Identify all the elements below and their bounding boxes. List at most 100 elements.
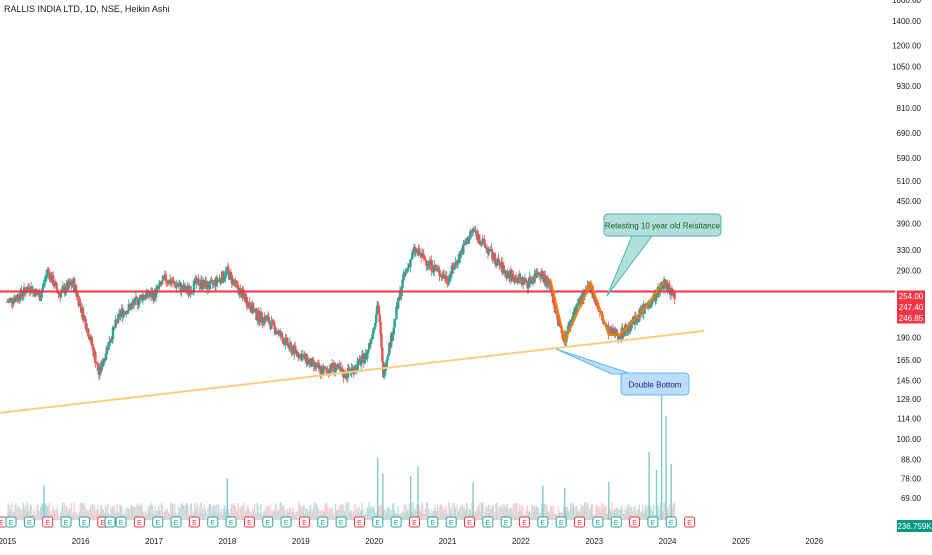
earnings-marker[interactable] [408, 516, 420, 528]
volume-bar [560, 512, 562, 520]
x-tick-label: 2019 [292, 537, 310, 546]
volume-bar [644, 504, 647, 520]
earnings-marker[interactable] [427, 516, 439, 528]
volume-bar [649, 505, 651, 520]
earnings-marker[interactable] [104, 516, 116, 528]
volume-bar [529, 513, 531, 520]
volume-bar [94, 515, 96, 520]
volume-bar [550, 506, 552, 520]
earnings-marker[interactable] [647, 516, 659, 528]
earnings-marker[interactable] [152, 516, 164, 528]
earnings-marker[interactable] [262, 516, 274, 528]
candle-body [462, 243, 465, 254]
candle-body [497, 258, 500, 263]
earnings-marker[interactable] [317, 516, 329, 528]
candle-body [192, 280, 196, 292]
volume-bar [598, 506, 601, 520]
volume-bar [137, 504, 140, 520]
callout-double-bottom[interactable]: Double Bottom [555, 348, 690, 396]
earnings-marker[interactable] [78, 516, 90, 528]
earnings-marker[interactable] [207, 516, 219, 528]
volume-bar [349, 513, 352, 520]
earnings-marker[interactable] [170, 516, 182, 528]
candle-body [242, 294, 246, 297]
candle-body [53, 281, 57, 286]
candle-body [258, 321, 262, 323]
earnings-marker[interactable] [133, 516, 145, 528]
x-tick-label: 2016 [72, 537, 90, 546]
earnings-marker[interactable] [574, 516, 586, 528]
volume-bar [231, 502, 233, 520]
earnings-marker[interactable] [243, 516, 255, 528]
earnings-marker[interactable] [188, 516, 200, 528]
volume-bar [322, 511, 324, 520]
volume-bar [367, 509, 369, 520]
volume-bar [430, 508, 433, 520]
earnings-marker[interactable] [610, 516, 622, 528]
volume-bar [212, 506, 214, 520]
volume-bar [468, 509, 471, 520]
earnings-marker[interactable] [464, 516, 476, 528]
volume-bar [299, 504, 302, 520]
volume-bar [534, 510, 537, 520]
candle-body [169, 282, 173, 285]
earnings-marker[interactable] [665, 516, 677, 528]
volume-bar [58, 515, 60, 520]
earnings-marker[interactable] [555, 516, 567, 528]
candle-body [38, 292, 42, 301]
volume-bar [628, 505, 631, 520]
volume-bar [463, 506, 465, 520]
volume-bar [461, 504, 464, 520]
earnings-marker[interactable] [115, 516, 127, 528]
earnings-marker[interactable] [592, 516, 604, 528]
volume-bar [110, 509, 112, 520]
earnings-marker-label: E [430, 520, 435, 527]
earnings-marker[interactable] [280, 516, 292, 528]
y-tick-label: 450.00 [897, 197, 922, 206]
earnings-marker[interactable] [445, 516, 457, 528]
candle-body [394, 318, 397, 320]
earnings-marker[interactable] [537, 516, 549, 528]
earnings-marker[interactable] [500, 516, 512, 528]
candle-body [451, 265, 454, 268]
volume-bar [315, 503, 317, 520]
candle-body [437, 269, 440, 270]
candle-body [404, 270, 408, 272]
volume-bar [17, 514, 20, 520]
candle-body [270, 320, 273, 329]
support-trendline[interactable] [0, 329, 705, 414]
callout-resistance[interactable]: Retesting 10 year old Reisitance [603, 213, 722, 297]
earnings-marker[interactable] [42, 516, 54, 528]
earnings-marker[interactable] [335, 516, 347, 528]
candle-body [164, 274, 167, 282]
earnings-marker[interactable] [482, 516, 494, 528]
earnings-marker[interactable] [372, 516, 384, 528]
candle-body [553, 304, 557, 313]
candle-body [173, 281, 176, 284]
earnings-marker[interactable] [629, 516, 641, 528]
earnings-marker[interactable] [519, 516, 531, 528]
earnings-marker[interactable] [390, 516, 402, 528]
candle-body [404, 271, 407, 276]
earnings-marker[interactable] [353, 516, 365, 528]
earnings-marker[interactable] [5, 516, 17, 528]
candle-body [546, 277, 550, 285]
candle-body [482, 238, 485, 240]
zigzag-pattern[interactable] [549, 278, 665, 344]
volume-bar [337, 509, 339, 520]
volume-bar [413, 508, 415, 520]
candle-body [629, 328, 632, 331]
earnings-marker[interactable] [23, 516, 35, 528]
volume-bar [334, 515, 336, 520]
earnings-marker[interactable] [298, 516, 310, 528]
volume-bar [23, 507, 25, 520]
volume-bar [93, 505, 96, 520]
earnings-marker[interactable] [684, 516, 696, 528]
volume-bar [569, 503, 572, 520]
earnings-marker[interactable] [60, 516, 72, 528]
candle-body [507, 271, 510, 275]
y-tick-label: 810.00 [897, 104, 922, 113]
volume-bar [499, 506, 501, 520]
earnings-marker[interactable] [225, 516, 237, 528]
